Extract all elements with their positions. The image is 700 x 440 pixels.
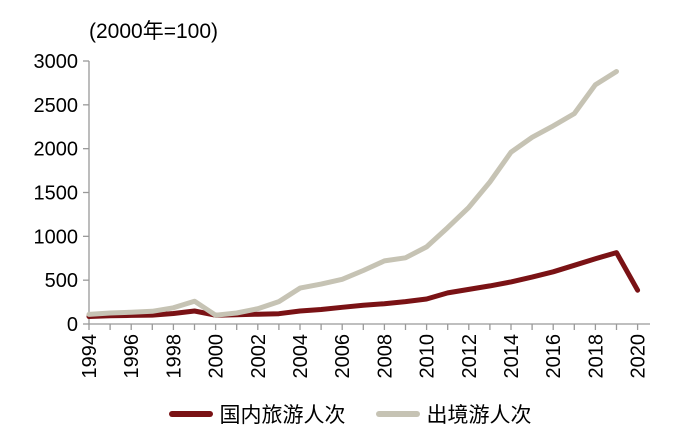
- x-tick-label: 2008: [374, 334, 396, 379]
- x-tick-label: 2020: [628, 334, 650, 379]
- y-tick-label: 2500: [34, 95, 79, 117]
- legend-swatch-domestic-line: [168, 411, 213, 417]
- legend-item-domestic: 国内旅游人次: [168, 399, 346, 429]
- x-tick-label: 2018: [585, 334, 607, 379]
- legend: 国内旅游人次 出境游人次: [0, 398, 700, 430]
- chart-title: (2000年=100): [89, 20, 219, 43]
- y-tick-label: 0: [67, 314, 78, 336]
- x-tick-label: 2004: [290, 334, 312, 379]
- series-line-0: [86, 250, 641, 319]
- axis-lines: [88, 61, 650, 325]
- y-tick-label: 500: [45, 270, 78, 292]
- x-tick-label: 2000: [206, 334, 228, 379]
- legend-label-outbound: 出境游人次: [426, 404, 532, 427]
- x-tick-label: 1996: [121, 334, 143, 379]
- y-tick-label: 1000: [34, 226, 79, 248]
- x-tick-label: 2014: [501, 334, 523, 379]
- x-tick-label: 2016: [543, 334, 565, 379]
- x-tick-label: 1998: [163, 334, 185, 379]
- x-tick-label: 2006: [332, 334, 354, 379]
- y-tick-label: 2000: [34, 139, 79, 161]
- y-tick-label: 1500: [34, 183, 79, 205]
- x-tick-label: 1994: [79, 334, 101, 379]
- x-tick-label: 2012: [459, 334, 481, 379]
- series-line-1: [86, 69, 619, 318]
- legend-label-domestic: 国内旅游人次: [219, 404, 346, 427]
- x-tick-label: 2010: [417, 334, 439, 379]
- y-tick-label: 3000: [34, 51, 79, 73]
- legend-swatch-outbound-line: [375, 411, 420, 417]
- legend-item-outbound: 出境游人次: [375, 399, 532, 429]
- x-tick-label: 2002: [248, 334, 270, 379]
